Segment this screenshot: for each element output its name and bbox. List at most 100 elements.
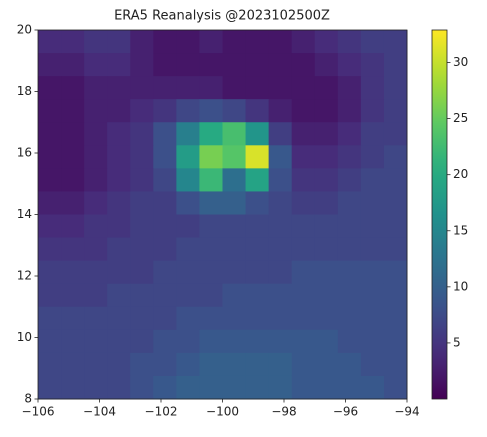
heat-cell (199, 145, 223, 169)
heat-cell (38, 122, 62, 146)
heat-cell (383, 375, 408, 400)
heat-cell (222, 306, 247, 331)
heat-cell (268, 53, 293, 77)
heat-cell (61, 352, 85, 377)
heat-cell (314, 30, 339, 54)
heat-cell (383, 306, 408, 331)
heat-cell (245, 145, 270, 169)
y-tick-label: 14 (17, 207, 32, 221)
heat-cell (222, 329, 247, 354)
heat-cell (199, 191, 223, 215)
heat-cell (38, 53, 62, 77)
heat-cell (130, 283, 154, 308)
heat-cell (291, 122, 316, 146)
heat-cell (314, 214, 339, 239)
colorbar-tick-label: 5 (453, 335, 461, 349)
heat-cell (153, 306, 177, 331)
heat-cell (245, 260, 270, 285)
heat-cell (268, 283, 293, 308)
heat-cell (222, 191, 247, 215)
heat-cell (199, 329, 223, 354)
heat-cell (130, 352, 154, 377)
heat-cell (61, 329, 85, 354)
heat-cell (360, 375, 385, 400)
heat-cell (61, 283, 85, 308)
heat-cell (222, 99, 247, 123)
heat-cell (107, 30, 131, 54)
heat-cell (130, 53, 154, 77)
heat-cell (360, 283, 385, 308)
heat-cell (176, 375, 200, 400)
heat-cell (153, 76, 177, 100)
heat-cell (107, 168, 131, 192)
heat-cell (199, 168, 223, 192)
heat-cell (107, 145, 131, 169)
heat-cell (383, 145, 408, 169)
heat-cell (291, 375, 316, 400)
heat-cell (84, 53, 108, 77)
heat-cell (383, 168, 408, 192)
heat-cell (38, 375, 62, 400)
heat-cell (199, 352, 223, 377)
heat-cell (360, 30, 385, 54)
heat-cell (268, 214, 293, 239)
heat-cell (291, 260, 316, 285)
heat-cell (268, 352, 293, 377)
heat-cell (337, 214, 362, 239)
y-tick-label: 16 (17, 146, 32, 160)
heat-cell (360, 76, 385, 100)
heat-cell (84, 168, 108, 192)
x-tick-label: −106 (22, 405, 55, 419)
heat-cell (61, 260, 85, 285)
heat-cell (222, 237, 247, 262)
heat-cell (153, 122, 177, 146)
heat-cell (199, 237, 223, 262)
heat-cell (314, 375, 339, 400)
heat-cell (245, 237, 270, 262)
heat-cell (291, 352, 316, 377)
heat-cell (245, 306, 270, 331)
heat-cell (38, 283, 62, 308)
colorbar (431, 29, 448, 400)
heat-cell (268, 329, 293, 354)
heat-cell (268, 191, 293, 215)
y-tick-label: 8 (24, 392, 32, 406)
x-tick-label: −94 (394, 405, 419, 419)
heat-cell (130, 214, 154, 239)
heat-cell (130, 168, 154, 192)
heat-cell (153, 375, 177, 400)
heat-cell (383, 99, 408, 123)
heat-cell (291, 99, 316, 123)
heat-cell (268, 260, 293, 285)
heat-cell (176, 260, 200, 285)
heat-cell (314, 283, 339, 308)
heat-cell (222, 122, 247, 146)
colorbar-tick-label: 25 (453, 111, 468, 125)
heat-cell (245, 329, 270, 354)
heat-cell (291, 145, 316, 169)
heat-cell (153, 214, 177, 239)
heat-cell (176, 283, 200, 308)
heat-cell (84, 214, 108, 239)
heat-cell (130, 99, 154, 123)
heat-cell (337, 352, 362, 377)
heat-cell (383, 76, 408, 100)
heat-cell (107, 352, 131, 377)
heat-cell (107, 122, 131, 146)
colorbar-tick-label: 20 (453, 167, 468, 181)
chart-title: ERA5 Reanalysis @2023102500Z (114, 9, 330, 24)
heat-cell (176, 352, 200, 377)
heat-cell (268, 122, 293, 146)
heat-cell (130, 329, 154, 354)
heat-cell (268, 306, 293, 331)
heat-cell (360, 145, 385, 169)
heat-cell (222, 214, 247, 239)
heat-cell (291, 53, 316, 77)
heat-cell (61, 214, 85, 239)
heat-cell (153, 191, 177, 215)
x-tick-label: −104 (83, 405, 116, 419)
heat-cell (337, 99, 362, 123)
heat-cell (291, 283, 316, 308)
heat-cell (107, 76, 131, 100)
heat-cell (153, 237, 177, 262)
